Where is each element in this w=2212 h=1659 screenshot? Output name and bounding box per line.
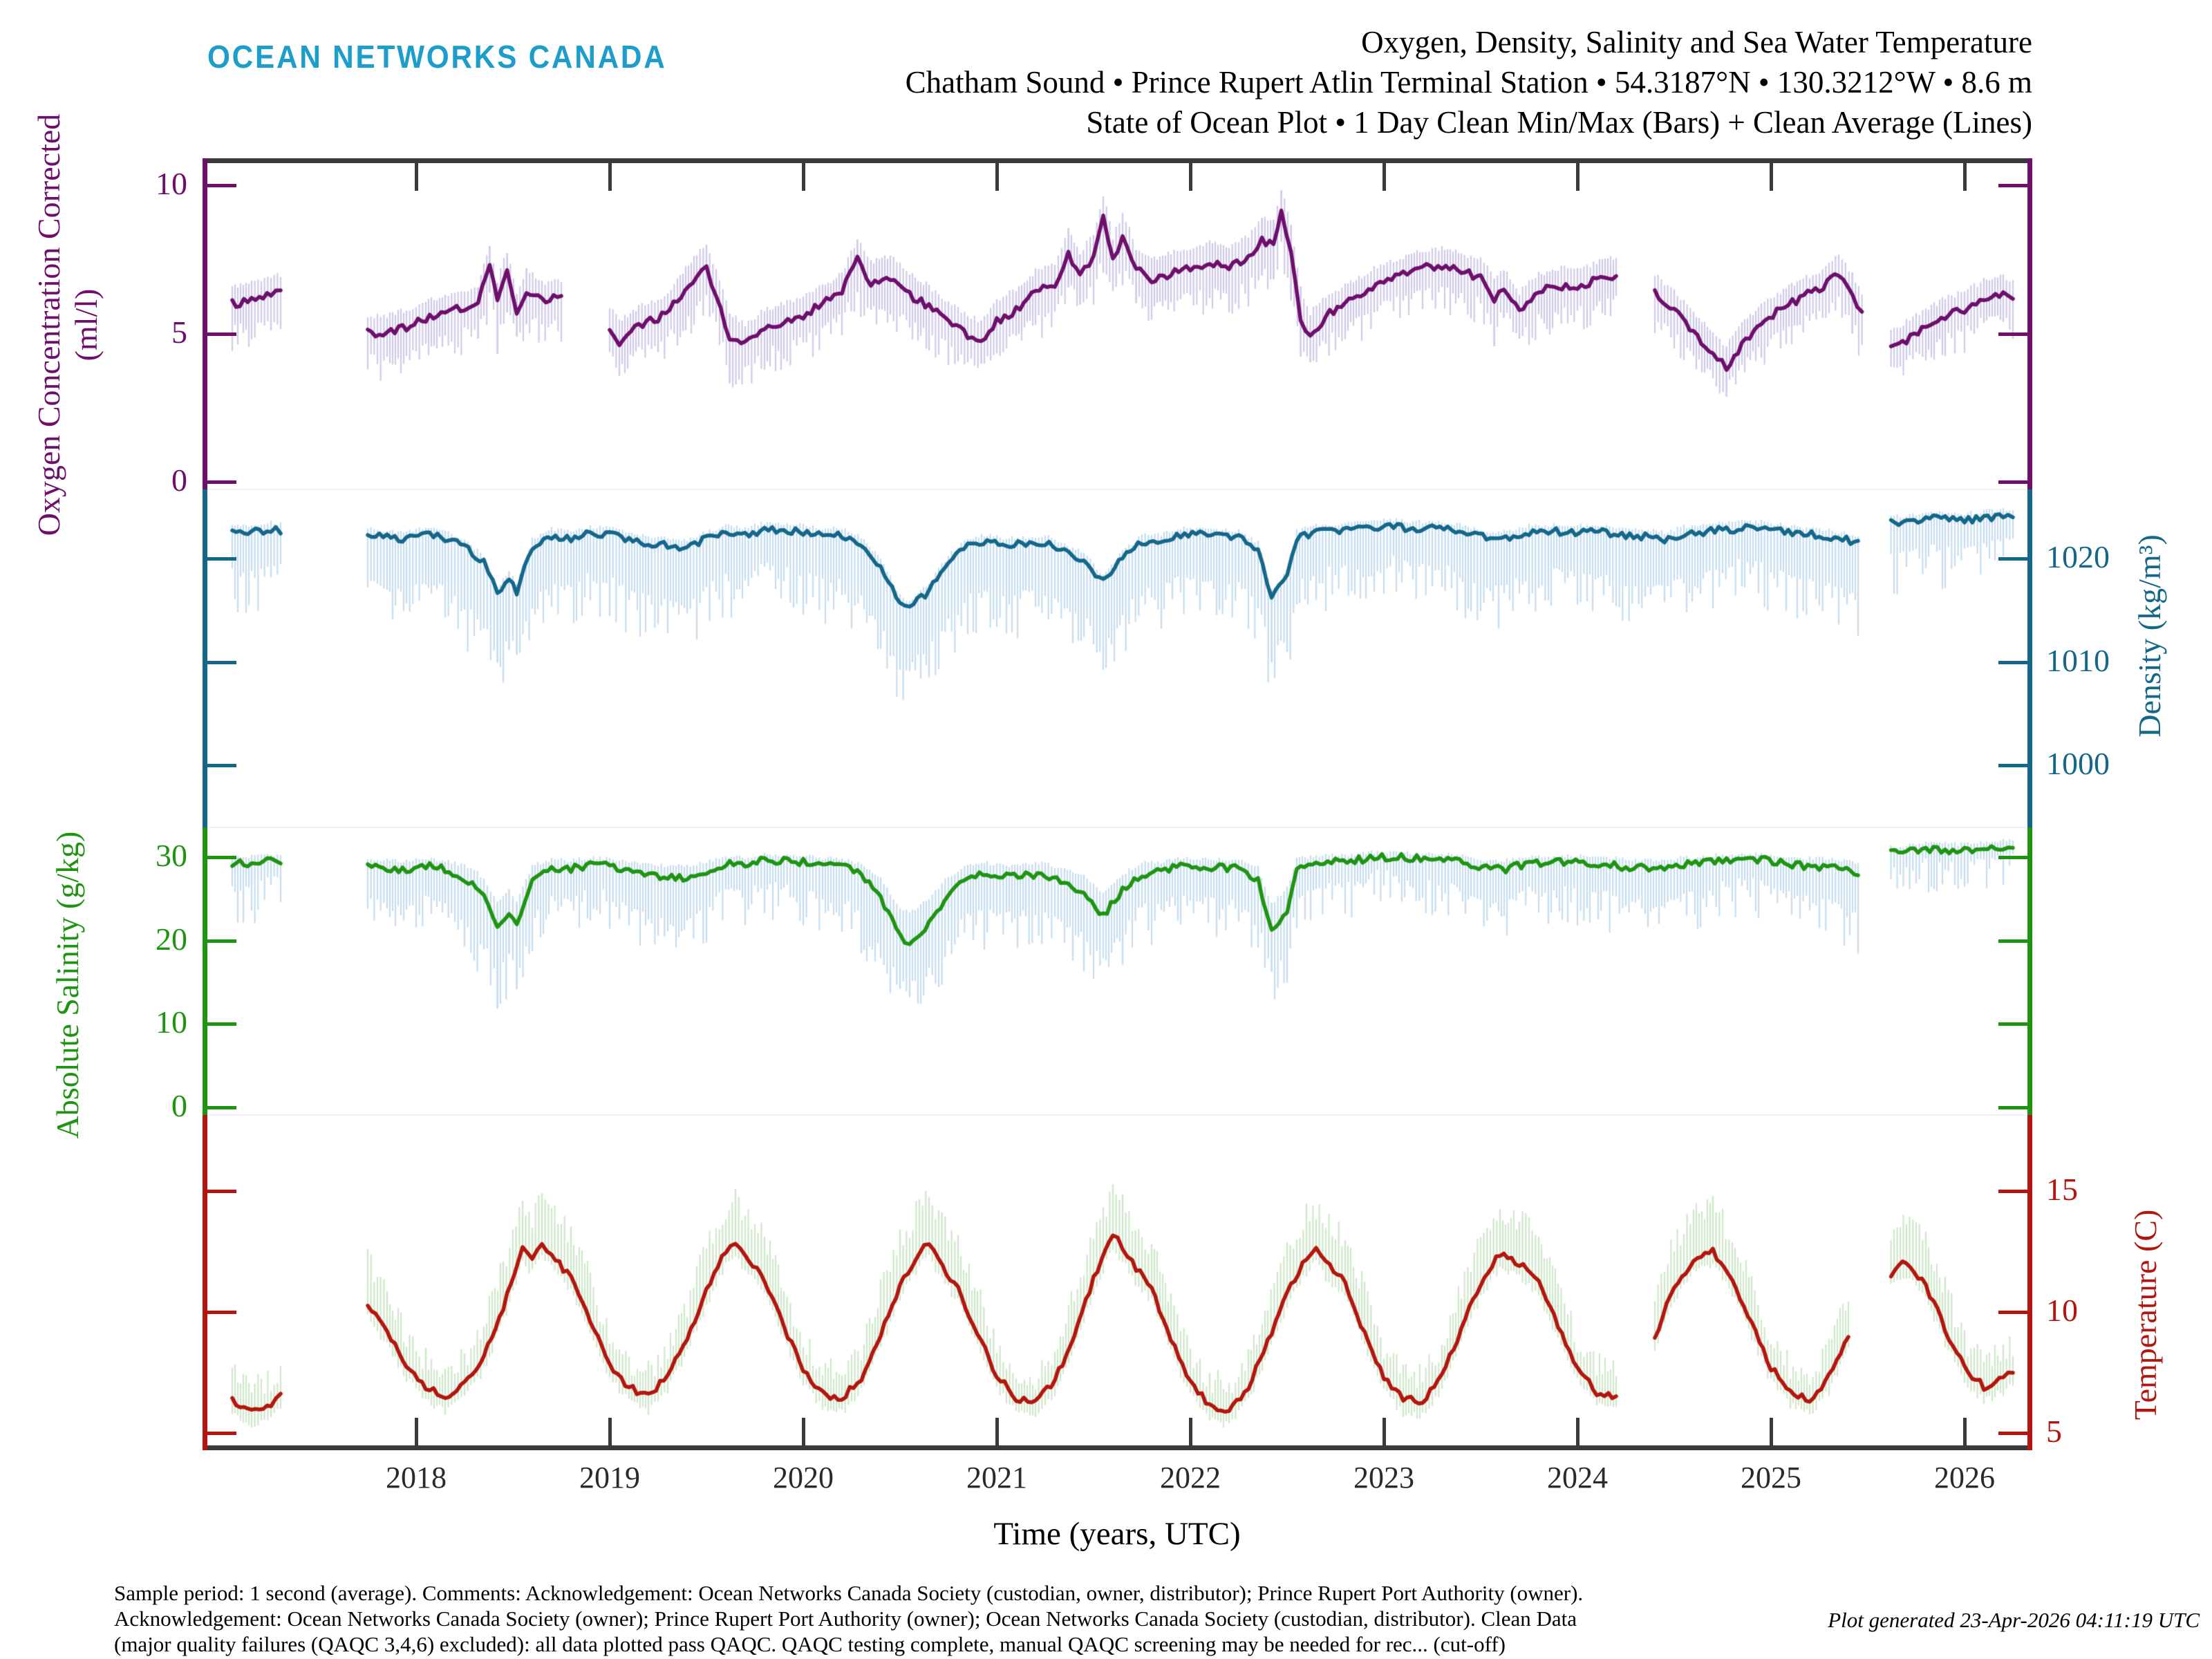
density-mirror-tick [207, 764, 236, 767]
salinity-tick-label: 0 [171, 1088, 187, 1123]
band-separator [203, 827, 2032, 828]
x-tick-bottom [995, 1418, 999, 1445]
density-mirror-tick [207, 557, 236, 561]
density-mirror-tick [207, 661, 236, 664]
salinity-mirror-tick [1998, 856, 2027, 859]
year-label-2025: 2025 [1741, 1461, 1801, 1494]
temperature-tick-label: 10 [2046, 1293, 2078, 1328]
salinity-tick [207, 1022, 236, 1026]
density-tick-label: 1010 [2046, 643, 2110, 678]
x-tick-bottom [1963, 1418, 1967, 1445]
temperature-tick [1998, 1311, 2027, 1314]
oxygen-tick [207, 480, 236, 484]
density-tick [1998, 764, 2027, 767]
density-tick [1998, 557, 2027, 561]
density-tick [1998, 661, 2027, 664]
year-label-2022: 2022 [1160, 1461, 1221, 1494]
salinity-tick-label: 30 [156, 838, 187, 873]
x-tick-top [1189, 163, 1192, 191]
density-tick-label: 1000 [2046, 746, 2110, 781]
temperature-mirror-tick [207, 1311, 236, 1314]
salinity-mirror-tick [1998, 1106, 2027, 1109]
salinity-tick [207, 1106, 236, 1109]
x-tick-bottom [1189, 1418, 1192, 1445]
oxygen-tick [207, 332, 236, 336]
x-tick-bottom [608, 1418, 612, 1445]
temperature-mirror-tick [207, 1432, 236, 1435]
oxygen-mirror-tick [1998, 480, 2027, 484]
salinity-tick-label: 20 [156, 921, 187, 957]
temperature-tick-label: 15 [2046, 1172, 2078, 1207]
year-label-2026: 2026 [1934, 1461, 1995, 1494]
plot-generated-timestamp: Plot generated 23-Apr-2026 04:11:19 UTC [1828, 1608, 2200, 1632]
x-tick-top [415, 163, 418, 191]
year-label-2024: 2024 [1547, 1461, 1608, 1494]
x-axis-title: Time (years, UTC) [993, 1516, 1241, 1552]
x-tick-bottom [802, 1418, 805, 1445]
temperature-tick [1998, 1432, 2027, 1435]
year-label-2020: 2020 [773, 1461, 834, 1494]
x-tick-top [1382, 163, 1386, 191]
footer-line3: (major quality failures (QAQC 3,4,6) exc… [114, 1632, 1506, 1656]
footer-line2: Acknowledgement: Ocean Networks Canada S… [114, 1606, 1577, 1631]
temperature-tick [1998, 1190, 2027, 1193]
oxygen-mirror-tick [1998, 332, 2027, 336]
x-tick-top [608, 163, 612, 191]
footer-block: Sample period: 1 second (average). Comme… [114, 1580, 1583, 1657]
x-tick-bottom [1576, 1418, 1580, 1445]
left-spine-segment [203, 1115, 207, 1450]
plot-top-border [203, 158, 2032, 163]
oxygen-tick-label: 0 [171, 462, 187, 498]
year-label-2023: 2023 [1353, 1461, 1414, 1494]
plot-bottom-border [203, 1445, 2032, 1450]
right-spine-segment [2027, 827, 2032, 1115]
x-tick-top [1963, 163, 1967, 191]
salinity-tick [207, 939, 236, 943]
year-label-2019: 2019 [579, 1461, 640, 1494]
salinity-tick-label: 10 [156, 1004, 187, 1040]
x-tick-bottom [1382, 1418, 1386, 1445]
salinity-mirror-tick [1998, 1022, 2027, 1026]
salinity-tick [207, 856, 236, 859]
x-tick-top [802, 163, 805, 191]
year-label-2021: 2021 [966, 1461, 1027, 1494]
salinity-mirror-tick [1998, 939, 2027, 943]
oxygen-tick-label: 10 [156, 166, 187, 201]
x-tick-bottom [1770, 1418, 1773, 1445]
year-label-2018: 2018 [386, 1461, 447, 1494]
temperature-mirror-tick [207, 1190, 236, 1193]
x-tick-bottom [415, 1418, 418, 1445]
band-separator [203, 1114, 2032, 1116]
right-spine-segment [2027, 489, 2032, 827]
left-spine-segment [203, 827, 207, 1115]
x-tick-top [1770, 163, 1773, 191]
footer-line1: Sample period: 1 second (average). Comme… [114, 1581, 1584, 1605]
oxygen-tick-label: 5 [171, 315, 187, 350]
x-tick-top [1576, 163, 1580, 191]
density-tick-label: 1020 [2046, 539, 2110, 574]
right-spine-segment [2027, 1115, 2032, 1450]
x-tick-top [995, 163, 999, 191]
left-spine-segment [203, 158, 207, 489]
right-spine-segment [2027, 158, 2032, 489]
oxygen-mirror-tick [1998, 184, 2027, 187]
band-separator [203, 489, 2032, 490]
left-spine-segment [203, 489, 207, 827]
oxygen-tick [207, 184, 236, 187]
temperature-tick-label: 5 [2046, 1414, 2062, 1449]
